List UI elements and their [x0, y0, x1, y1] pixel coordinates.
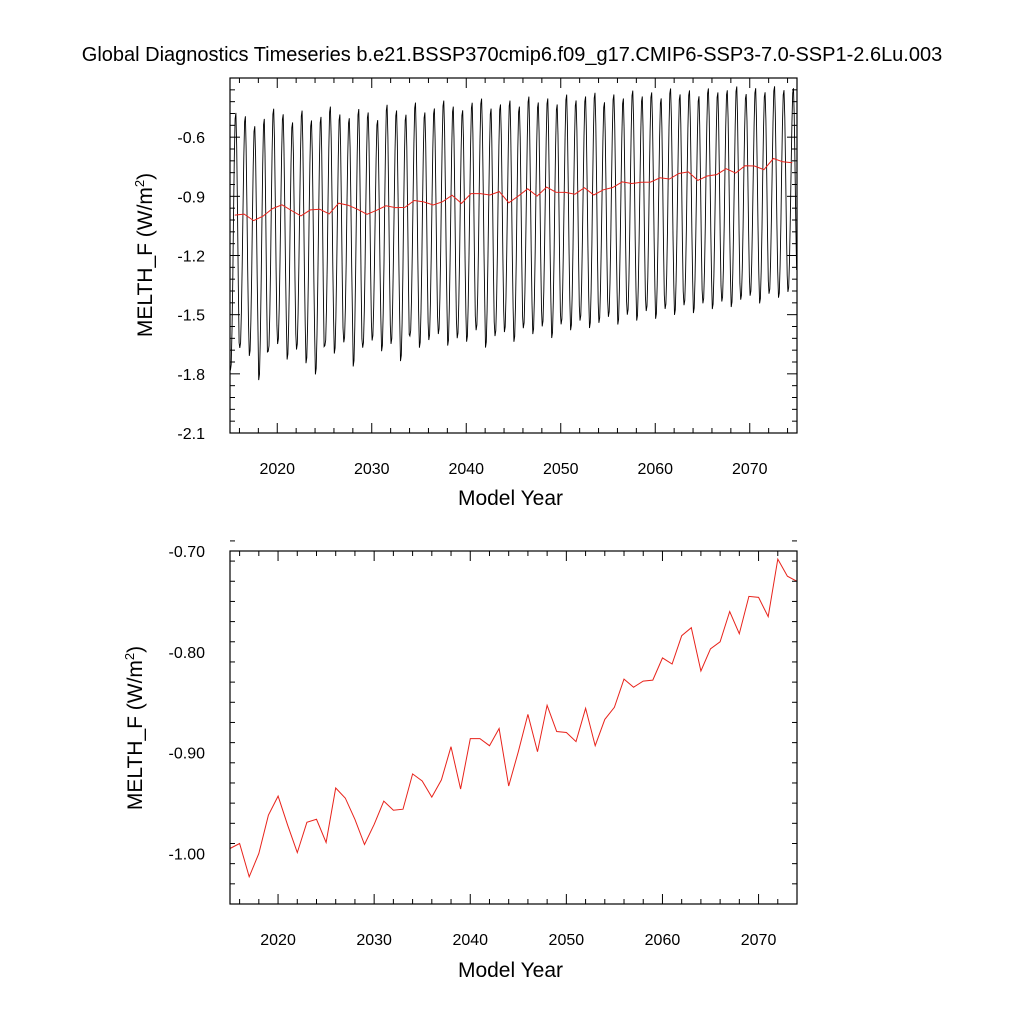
bottom-x-tick-label: 2030	[356, 932, 392, 949]
bottom-x-tick-label: 2040	[452, 932, 488, 949]
top-y-tick-label: -1.2	[177, 249, 205, 266]
bottom-plot-frame	[229, 550, 798, 905]
bottom-x-axis-title: Model Year	[458, 959, 563, 982]
top-x-tick-label: 2040	[448, 461, 484, 478]
bottom-x-tick-label: 2050	[549, 932, 585, 949]
bottom-x-tick-label: 2020	[260, 932, 296, 949]
bottom-x-tick-label: 2060	[645, 932, 681, 949]
top-x-tick-label: 2030	[354, 461, 390, 478]
top-y-tick-label: -0.9	[177, 189, 205, 206]
top-y-tick-label: -1.8	[177, 367, 205, 384]
top-x-tick-label: 2070	[732, 461, 768, 478]
bottom-y-tick-label: -1.00	[169, 847, 206, 864]
bottom-y-tick-label: -0.80	[169, 645, 206, 662]
top-monthly-series-line	[229, 86, 798, 381]
figure-title: Global Diagnostics Timeseries b.e21.BSSP…	[81, 44, 943, 66]
top-y-tick-label: -1.5	[177, 308, 205, 325]
top-annual-mean-series-line	[234, 157, 793, 222]
top-y-axis-title: MELTH_F (W/m2)	[132, 173, 157, 337]
top-y-tick-label: -0.6	[177, 130, 205, 147]
top-y-tick-label: -2.1	[177, 426, 205, 443]
bottom-y-tick-label: -0.70	[169, 544, 206, 561]
top-x-tick-label: 2060	[637, 461, 673, 478]
top-x-axis-title: Model Year	[458, 487, 563, 510]
top-x-tick-label: 2020	[259, 461, 295, 478]
bottom-x-tick-label: 2070	[741, 932, 777, 949]
bottom-y-tick-label: -0.90	[169, 746, 206, 763]
bottom-annual-mean-series-line	[229, 557, 798, 879]
top-x-tick-label: 2050	[543, 461, 579, 478]
bottom-y-axis-title: MELTH_F (W/m2)	[122, 646, 147, 810]
